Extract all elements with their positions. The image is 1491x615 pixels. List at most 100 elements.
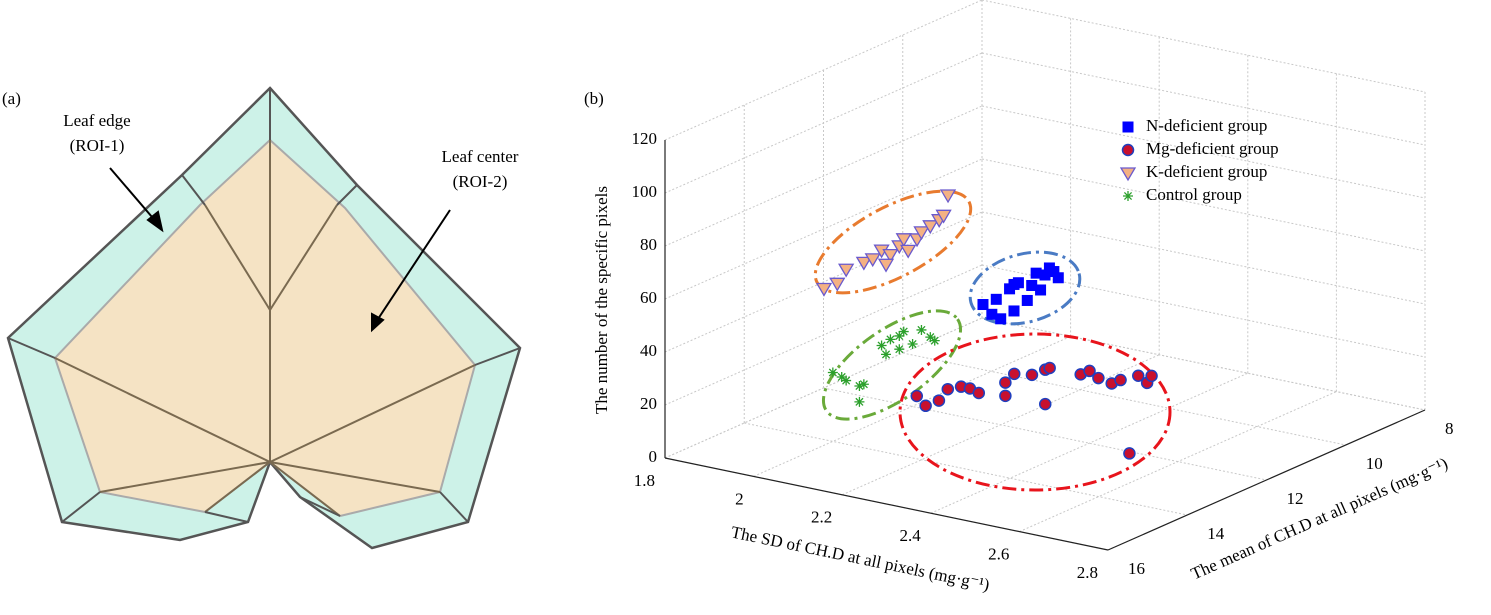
grid-line (981, 158, 1426, 252)
center-label: (ROI-2) (453, 172, 508, 191)
marker (972, 386, 986, 400)
marker (877, 258, 895, 273)
marker (1122, 121, 1134, 133)
x-tick-label: 2.8 (1077, 563, 1098, 582)
marker (881, 349, 892, 360)
marker (1021, 294, 1033, 306)
grid-line (930, 372, 1249, 514)
grid-line (664, 317, 983, 459)
marker (882, 248, 899, 263)
marker (855, 256, 872, 271)
group-ellipses (813, 189, 1172, 492)
marker (1114, 373, 1127, 387)
ellipse (898, 332, 1172, 492)
y-tick-label: 16 (1128, 559, 1145, 578)
leaf-diagram: (a) Leaf edge (ROI-1) Leaf center (ROI-2… (2, 86, 522, 550)
marker (1025, 368, 1039, 382)
marker (827, 367, 838, 378)
grid-line (753, 335, 1071, 477)
marker (907, 339, 918, 350)
y-tick-label: 10 (1366, 454, 1383, 473)
panel-label: (b) (584, 89, 604, 108)
marker (1012, 277, 1024, 289)
marker (1123, 447, 1136, 460)
marker (1038, 397, 1052, 411)
y-tick-label: 8 (1445, 419, 1454, 438)
marker (876, 340, 887, 351)
marker (1145, 369, 1158, 383)
marker (919, 399, 932, 413)
marker (1043, 361, 1056, 375)
scatter-3d (813, 189, 1172, 492)
grid-line (823, 387, 1267, 481)
marker (999, 376, 1012, 389)
grid (664, 0, 1426, 551)
marker (1083, 364, 1096, 378)
marker (815, 282, 833, 297)
grid-line (981, 264, 1426, 358)
marker (929, 335, 940, 346)
marker (894, 344, 905, 355)
axis-line (664, 457, 1109, 551)
legend-label: Mg-deficient group (1146, 139, 1279, 158)
grid-line (664, 0, 983, 141)
edge-label: Leaf edge (63, 111, 130, 130)
marker (941, 382, 955, 396)
marker (885, 334, 896, 345)
marker (1092, 371, 1105, 385)
marker (854, 380, 865, 391)
grid-line (981, 105, 1426, 199)
marker (939, 189, 957, 204)
z-tick-label: 120 (632, 129, 658, 148)
marker (932, 394, 946, 407)
marker (1119, 167, 1137, 182)
series (977, 262, 1064, 325)
marker (1132, 369, 1145, 382)
marker (838, 263, 855, 278)
veins (54, 140, 476, 517)
x-tick-label: 2 (735, 489, 744, 508)
z-tick-label: 40 (640, 341, 657, 360)
marker (913, 226, 930, 241)
grid-line (981, 317, 1426, 411)
marker (999, 389, 1012, 403)
marker (858, 379, 869, 390)
marker (898, 326, 909, 337)
marker (910, 389, 924, 403)
series (827, 324, 940, 407)
panel-label: (a) (2, 89, 21, 108)
grid-line (744, 422, 1188, 516)
y-axis-label: The mean of CH.D at all pixels (mg·g⁻¹) (1188, 454, 1450, 584)
axis-line (1107, 409, 1426, 551)
z-tick-label: 100 (632, 182, 658, 201)
arrows (109, 167, 451, 333)
ellipse (968, 250, 1082, 326)
marker (1121, 143, 1135, 157)
legend-label: K-deficient group (1146, 162, 1267, 181)
marker (925, 332, 936, 343)
y-tick-label: 14 (1207, 524, 1225, 543)
marker (829, 277, 846, 292)
marker (836, 371, 847, 382)
marker (995, 313, 1007, 325)
marker (894, 330, 905, 341)
marker (1052, 272, 1064, 284)
edge-label: (ROI-1) (70, 136, 125, 155)
x-tick-label: 2.4 (900, 526, 922, 545)
marker (854, 396, 865, 407)
marker (1123, 191, 1133, 201)
series (910, 361, 1158, 460)
z-axis-label: The number of the specific pixels (592, 186, 611, 414)
edge-links (7, 88, 521, 523)
marker (1035, 284, 1047, 296)
series (815, 189, 957, 297)
x-tick-label: 2.2 (811, 508, 832, 527)
grid-line (902, 352, 1346, 446)
marker (1007, 367, 1021, 381)
x-tick-label: 1.8 (634, 471, 655, 490)
legend: N-deficient group Mg-deficient group K-def… (1119, 116, 1279, 204)
grid-line (981, 52, 1426, 146)
grid-line (981, 0, 1426, 93)
z-tick-label: 0 (649, 447, 658, 466)
marker (990, 293, 1002, 305)
